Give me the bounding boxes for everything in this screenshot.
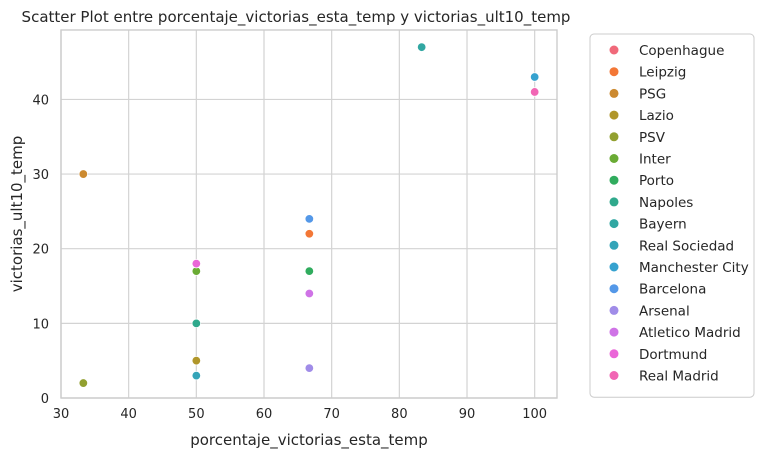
y-axis-title: victorias_ult10_temp	[8, 136, 27, 293]
data-point	[78, 169, 89, 179]
data-point	[191, 258, 202, 269]
legend-marker	[609, 154, 619, 163]
legend-label: Leipzig	[639, 65, 686, 81]
legend-marker	[609, 240, 619, 250]
legend-marker	[609, 371, 619, 380]
x-tick-label: 30	[53, 407, 70, 422]
legend-label: Arsenal	[639, 303, 690, 319]
data-point	[529, 72, 540, 82]
data-point	[191, 355, 202, 366]
plot-area: 30 40 50 60 70 80 90 100 0 10 20 30 40	[32, 29, 558, 422]
legend-marker	[609, 88, 619, 98]
legend-label: Bayern	[639, 217, 687, 233]
legend-label: Real Sociedad	[639, 238, 734, 254]
y-tick-label: 40	[32, 93, 49, 108]
y-tick-label: 0	[41, 392, 49, 407]
data-point	[304, 266, 315, 276]
legend-box	[589, 33, 755, 398]
legend-marker	[609, 67, 619, 77]
legend-marker	[609, 327, 619, 337]
data-point	[304, 363, 315, 373]
data-point	[78, 378, 89, 388]
legend-marker	[609, 175, 619, 185]
plot-background	[61, 30, 557, 398]
legend-label: PSG	[639, 86, 666, 102]
legend-label: Inter	[639, 152, 671, 168]
x-tick-label: 50	[188, 407, 205, 422]
y-tick-label: 10	[32, 317, 49, 332]
legend-marker	[609, 284, 619, 294]
legend-marker	[609, 45, 619, 55]
legend-label: Manchester City	[639, 260, 749, 276]
legend-label: PSV	[639, 130, 666, 146]
x-tick-label: 100	[522, 407, 547, 422]
legend-label: Barcelona	[639, 282, 706, 298]
x-tick-label: 90	[459, 407, 476, 422]
legend-marker	[609, 349, 619, 359]
legend-label: Copenhague	[639, 43, 724, 59]
legend-marker	[609, 219, 619, 229]
x-tick-label: 40	[120, 407, 137, 422]
data-point	[529, 87, 540, 97]
x-tick-label: 80	[391, 407, 408, 422]
legend-label: Real Madrid	[639, 369, 719, 385]
y-tick-label: 20	[32, 243, 49, 258]
legend-marker	[609, 197, 619, 207]
legend: Copenhague Leipzig PSG Lazio PSV Inter Porto Na…	[589, 33, 755, 398]
data-point	[304, 288, 315, 299]
data-point	[304, 229, 315, 239]
y-tick-label: 30	[32, 168, 49, 183]
legend-marker	[609, 305, 619, 315]
x-tick-label: 60	[256, 407, 273, 422]
legend-marker	[609, 132, 619, 142]
legend-label: Porto	[639, 173, 674, 189]
data-point	[191, 370, 202, 381]
legend-label: Dortmund	[639, 347, 707, 363]
legend-label: Atletico Madrid	[639, 325, 741, 341]
legend-label: Lazio	[639, 108, 674, 124]
x-axis-title: porcentaje_victorias_esta_temp	[190, 431, 428, 450]
legend-marker	[609, 262, 619, 272]
x-tick-label: 70	[323, 407, 340, 422]
plot-frame	[60, 29, 558, 399]
chart-title: Scatter Plot entre porcentaje_victorias_…	[22, 8, 571, 27]
data-point	[416, 42, 427, 52]
data-point	[191, 318, 202, 329]
legend-label: Napoles	[639, 195, 693, 211]
data-point	[304, 214, 315, 224]
legend-marker	[609, 110, 619, 120]
